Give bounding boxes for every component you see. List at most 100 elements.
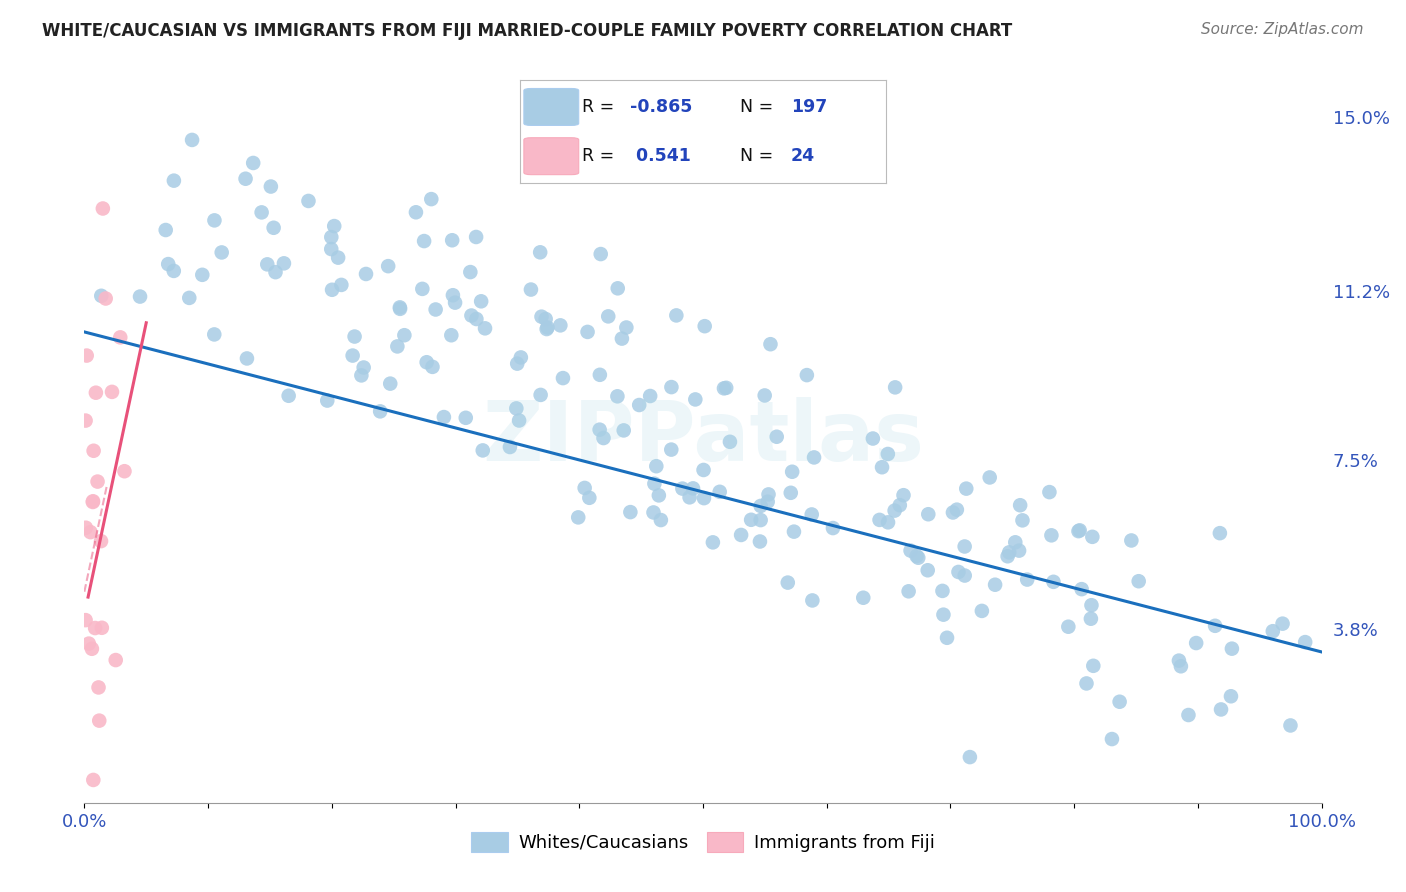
Point xyxy=(202,327,225,342)
Point xyxy=(204,213,226,227)
Point xyxy=(277,389,299,403)
Point xyxy=(425,302,447,317)
Point xyxy=(613,424,636,438)
Point xyxy=(1081,530,1104,544)
Point xyxy=(709,484,731,499)
Point xyxy=(82,495,104,509)
Point xyxy=(508,413,530,427)
Point xyxy=(645,459,668,474)
Text: Source: ZipAtlas.com: Source: ZipAtlas.com xyxy=(1201,22,1364,37)
Point xyxy=(650,513,672,527)
Point xyxy=(433,410,456,425)
Point xyxy=(877,516,900,530)
Point xyxy=(661,380,683,394)
Point xyxy=(730,528,752,542)
Point xyxy=(740,513,762,527)
Point xyxy=(389,301,412,316)
Point xyxy=(534,312,557,326)
Text: -0.865: -0.865 xyxy=(630,98,692,116)
Point xyxy=(422,359,444,374)
Point xyxy=(671,482,693,496)
Point xyxy=(353,360,375,375)
Point xyxy=(441,233,464,247)
Point xyxy=(606,281,628,295)
Point xyxy=(388,301,411,315)
Point xyxy=(1057,620,1080,634)
Point xyxy=(505,401,527,416)
Point xyxy=(77,637,100,651)
Point xyxy=(297,194,319,208)
Point xyxy=(211,245,233,260)
Point xyxy=(506,357,529,371)
Point xyxy=(718,434,741,449)
Point xyxy=(273,256,295,270)
Point xyxy=(648,488,671,502)
Point xyxy=(316,393,339,408)
Point xyxy=(1011,513,1033,527)
Point xyxy=(1042,574,1064,589)
Point xyxy=(530,310,553,324)
Point xyxy=(955,482,977,496)
Point xyxy=(779,485,801,500)
Point xyxy=(932,607,955,622)
Point xyxy=(1040,528,1063,542)
Point xyxy=(979,470,1001,484)
Point xyxy=(80,641,103,656)
Point xyxy=(242,156,264,170)
Point xyxy=(1067,524,1090,538)
Point xyxy=(509,351,531,365)
Point xyxy=(643,476,665,491)
Point xyxy=(368,404,391,418)
Point xyxy=(465,230,488,244)
Point xyxy=(411,282,433,296)
Point xyxy=(592,431,614,445)
Point xyxy=(1220,641,1243,656)
Point xyxy=(342,349,364,363)
Point xyxy=(465,312,488,326)
Point xyxy=(749,499,772,513)
Point xyxy=(984,578,1007,592)
Text: N =: N = xyxy=(740,147,779,165)
Point xyxy=(713,381,735,395)
Point xyxy=(90,534,112,549)
Point xyxy=(659,442,682,457)
Point xyxy=(83,443,105,458)
Point xyxy=(1261,624,1284,639)
Point xyxy=(893,488,915,502)
Point xyxy=(470,294,492,309)
Point xyxy=(1167,654,1189,668)
Point xyxy=(1220,690,1243,704)
Point xyxy=(946,502,969,516)
Point xyxy=(1108,695,1130,709)
Point xyxy=(1101,732,1123,747)
Point xyxy=(529,245,551,260)
Point xyxy=(444,295,467,310)
Point xyxy=(256,257,278,271)
Point xyxy=(801,593,824,607)
Point xyxy=(499,440,522,454)
Point xyxy=(678,491,700,505)
Point xyxy=(749,513,772,527)
Point xyxy=(179,291,201,305)
Point xyxy=(574,481,596,495)
Point xyxy=(321,230,343,244)
Point xyxy=(1121,533,1143,548)
Point xyxy=(263,220,285,235)
Point xyxy=(181,133,204,147)
Point xyxy=(1279,718,1302,732)
Point xyxy=(551,371,574,385)
Point xyxy=(1271,616,1294,631)
Point xyxy=(94,292,117,306)
Point xyxy=(889,498,911,512)
Point xyxy=(82,772,104,787)
Point xyxy=(87,681,110,695)
Point xyxy=(862,432,884,446)
Point xyxy=(321,283,343,297)
Point xyxy=(953,568,976,582)
Point xyxy=(821,521,844,535)
Point xyxy=(628,398,651,412)
Point xyxy=(1177,708,1199,723)
Point xyxy=(413,234,436,248)
Point xyxy=(394,328,416,343)
Point xyxy=(250,205,273,219)
